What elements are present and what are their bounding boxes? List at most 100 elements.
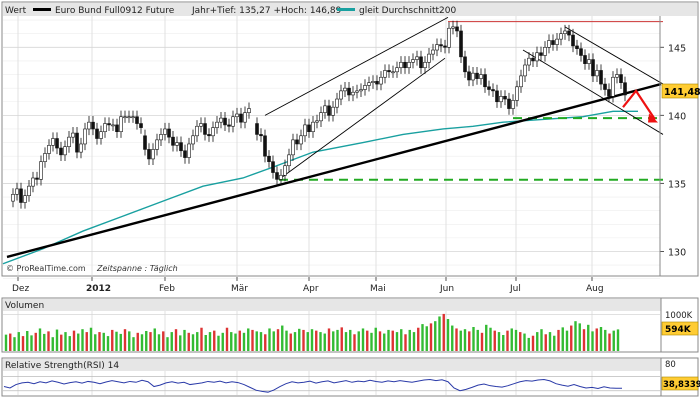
candle-body — [211, 127, 215, 137]
candle-body — [411, 59, 415, 63]
volume-bar — [434, 321, 437, 351]
candle-body — [327, 105, 331, 116]
volume-bar — [47, 331, 50, 351]
volume-bar — [463, 329, 467, 351]
candle-body — [515, 86, 519, 101]
volume-bar — [34, 332, 37, 351]
volume-bar — [157, 334, 161, 351]
candle-body — [551, 40, 555, 45]
candle-body — [487, 86, 491, 90]
candle-body — [459, 30, 463, 58]
volume-bar — [446, 319, 450, 351]
candle-body — [219, 117, 223, 123]
candle-body — [287, 154, 291, 167]
candle-body — [531, 57, 535, 62]
volume-bar — [395, 332, 399, 351]
range-text: Jahr+Tief: 135,27 +Hoch: 146,89 — [191, 6, 342, 16]
volume-bar — [349, 329, 352, 351]
volume-bar — [136, 332, 139, 351]
x-tick-label: 2012 — [86, 284, 111, 294]
candle-body — [343, 87, 347, 92]
candle-body — [179, 142, 183, 152]
volume-bar — [319, 332, 322, 351]
volume-bar — [425, 326, 428, 351]
timeframe-label: Zeitspanne : Täglich — [96, 264, 178, 273]
candle-body — [51, 138, 55, 146]
volume-bar — [281, 325, 284, 351]
candle-body — [111, 124, 115, 127]
volume-bar — [85, 332, 88, 351]
volume-bar — [378, 331, 382, 351]
candle-body — [47, 145, 51, 154]
volume-bar — [523, 333, 526, 351]
volume-bar — [370, 332, 373, 351]
candle-body — [543, 47, 547, 56]
candle-body — [391, 71, 395, 74]
volume-bar — [77, 333, 80, 351]
volume-bar — [361, 328, 365, 351]
price-tick-label: 145 — [668, 43, 686, 54]
candle-body — [571, 34, 575, 47]
candle-body — [23, 195, 27, 203]
levels-layer — [279, 21, 663, 181]
candle-body — [299, 135, 303, 145]
candle-body — [607, 89, 611, 97]
volume-bar — [323, 333, 326, 351]
candle-body — [619, 74, 623, 84]
candle-body — [331, 106, 335, 116]
volume-bar — [187, 332, 190, 351]
volume-bar — [438, 316, 441, 351]
volume-bar — [455, 328, 458, 351]
volume-tick-label: 1000K — [665, 311, 693, 321]
ma-legend-name: gleit Durchschnitt200 — [359, 6, 456, 16]
volume-bar — [493, 330, 496, 351]
volume-bar — [123, 329, 127, 351]
candle-body — [387, 70, 391, 73]
candle-body — [231, 116, 235, 127]
candle-body — [151, 149, 155, 160]
candle-body — [247, 108, 251, 113]
rising-channel-upper-line — [264, 16, 449, 116]
branding-label: © ProRealTime.com — [6, 264, 86, 273]
rsi-layer — [3, 371, 660, 395]
candle-body — [35, 177, 39, 180]
volume-bar — [179, 335, 182, 351]
volume-bar — [429, 323, 433, 351]
candle-body — [199, 123, 203, 127]
volume-bar — [68, 336, 71, 351]
candle-body — [311, 121, 315, 133]
volume-bar — [55, 329, 59, 351]
volume-bar — [13, 337, 16, 351]
volume-bar — [357, 331, 360, 351]
volume-bar — [591, 331, 594, 351]
candle-body — [375, 81, 379, 85]
arrow-head — [648, 113, 658, 123]
candle-body — [423, 61, 427, 69]
volume-bar — [553, 335, 556, 351]
rsi-title: Relative Strength(RSI) 14 — [5, 361, 119, 371]
volume-bar — [459, 330, 462, 351]
volume-bar — [404, 334, 407, 351]
volume-bar — [527, 337, 530, 351]
volume-bar — [238, 330, 241, 351]
candle-body — [479, 74, 483, 79]
volume-bar — [298, 328, 301, 351]
volume-bar — [64, 332, 67, 351]
volume-bar — [480, 332, 484, 351]
price-tick-label: 140 — [668, 111, 686, 122]
volume-bar — [234, 333, 237, 351]
volume-bar — [616, 329, 620, 351]
volume-bar — [421, 324, 424, 351]
volume-bar — [604, 329, 607, 351]
volume-bar — [489, 327, 492, 351]
candle-body — [587, 59, 591, 64]
volume-bar — [332, 331, 335, 351]
rsi-header-bar — [3, 359, 661, 371]
candle-body — [207, 134, 211, 137]
volume-bar — [170, 332, 173, 351]
volume-bar — [38, 328, 42, 351]
volume-bar — [310, 329, 314, 351]
volume-bar — [408, 329, 411, 351]
